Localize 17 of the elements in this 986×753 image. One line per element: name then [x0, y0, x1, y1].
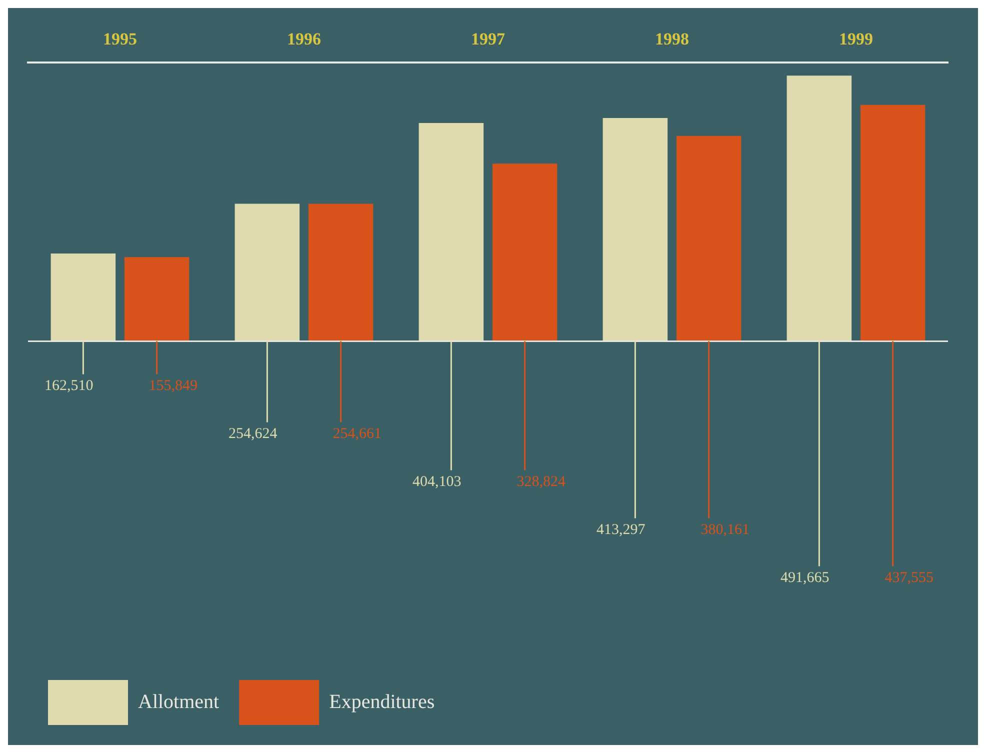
data-label: 328,824 [516, 474, 566, 490]
data-label: 254,661 [332, 426, 382, 442]
data-label: 162,510 [44, 378, 94, 394]
legend-label: Allotment [138, 690, 220, 713]
data-label: 413,297 [596, 522, 646, 538]
x-tick-label: 1998 [655, 30, 689, 49]
x-tick-label: 1996 [287, 30, 321, 49]
data-label: 404,103 [412, 474, 462, 490]
data-label: 491,665 [780, 570, 830, 586]
x-tick-label: 1995 [103, 30, 137, 49]
data-label: 380,161 [700, 522, 750, 538]
legend-label: Expenditures [329, 690, 435, 713]
data-label: 254,624 [228, 426, 278, 442]
x-tick-label: 1999 [839, 30, 873, 49]
data-label: 155,849 [148, 378, 198, 394]
x-tick-label: 1997 [471, 30, 506, 49]
data-label: 437,555 [884, 570, 934, 586]
